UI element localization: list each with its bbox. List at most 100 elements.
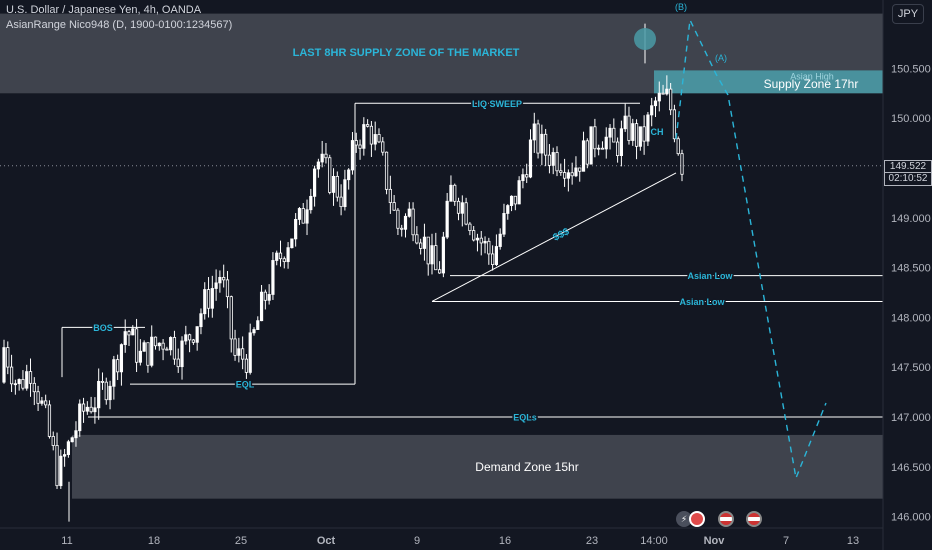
candle-body-125 xyxy=(475,237,480,241)
eql-label: EQL xyxy=(236,380,255,390)
x-tick-0: 11 xyxy=(61,535,72,547)
y-tick-4: 148.000 xyxy=(891,312,931,324)
candle-body-57 xyxy=(218,276,222,284)
candle-body-138 xyxy=(525,174,529,178)
candle-body-111 xyxy=(422,236,427,249)
x-tick-4: 9 xyxy=(414,535,420,547)
candle-body-179 xyxy=(680,153,684,175)
candle-body-76 xyxy=(290,238,294,249)
candle-body-32 xyxy=(123,331,127,346)
trend-line xyxy=(431,172,677,302)
us-flag-event-icon-2[interactable] xyxy=(746,511,762,527)
candle-body-50 xyxy=(191,339,195,343)
candle-body-6 xyxy=(25,371,29,389)
candle-body-178 xyxy=(676,138,680,155)
x-tick-8: Nov xyxy=(704,535,726,547)
candle-body-60 xyxy=(229,296,233,340)
candle-body-93 xyxy=(354,140,358,146)
candle-body-83 xyxy=(316,161,320,170)
candle-body-156 xyxy=(593,126,597,150)
candle-body-63 xyxy=(241,348,245,360)
candle-body-54 xyxy=(206,289,211,309)
candle-body-18 xyxy=(70,437,74,443)
candle-body-168 xyxy=(638,126,642,147)
candle-body-87 xyxy=(331,175,336,193)
candle-body-134 xyxy=(509,195,514,206)
candle-body-121 xyxy=(460,202,464,214)
candle-body-20 xyxy=(78,403,82,432)
currency-button[interactable]: JPY xyxy=(892,4,924,24)
candle-body-127 xyxy=(483,240,487,244)
candles-layer xyxy=(2,23,684,522)
candle-body-116 xyxy=(441,236,445,274)
candle-body-0 xyxy=(2,347,6,383)
supply-zone-17hr-label: Supply Zone 17hr xyxy=(764,77,859,91)
candle-body-81 xyxy=(309,195,313,211)
candle-body-9 xyxy=(36,391,40,404)
candle-body-69 xyxy=(263,291,267,301)
candle-body-42 xyxy=(161,342,165,350)
supply-zone-8hr-label: LAST 8HR SUPPLY ZONE OF THE MARKET xyxy=(293,47,520,59)
symbol-title[interactable]: U.S. Dollar / Japanese Yen, 4h, OANDA xyxy=(6,4,202,16)
ch-label: CH xyxy=(651,127,664,137)
candle-body-124 xyxy=(472,230,476,241)
candle-body-80 xyxy=(305,209,309,224)
candle-body-135 xyxy=(513,195,517,205)
candle-body-56 xyxy=(214,282,218,289)
indicator-title[interactable]: AsianRange Nico948 (D, 1900-0100:1234567… xyxy=(6,19,233,31)
candle-body-39 xyxy=(150,336,154,366)
candle-body-95 xyxy=(362,124,366,149)
candle-body-172 xyxy=(653,100,658,107)
candle-body-22 xyxy=(85,406,89,412)
candle-body-55 xyxy=(210,288,214,309)
candle-body-126 xyxy=(479,237,483,244)
candle-body-31 xyxy=(119,344,124,373)
sweep-circle-marker xyxy=(634,28,656,50)
candle-body-136 xyxy=(517,180,521,205)
candle-body-177 xyxy=(672,109,677,140)
candle-body-16 xyxy=(63,454,67,457)
candle-body-118 xyxy=(449,184,453,202)
candle-body-175 xyxy=(665,88,669,95)
candle-body-137 xyxy=(521,174,525,182)
candle-body-130 xyxy=(494,246,499,265)
candle-body-37 xyxy=(142,342,146,352)
candle-body-123 xyxy=(468,223,472,231)
candle-body-142 xyxy=(540,133,544,154)
candle-body-166 xyxy=(631,123,635,141)
x-tick-6: 23 xyxy=(586,535,598,547)
x-tick-2: 25 xyxy=(235,535,247,547)
candle-body-23 xyxy=(89,406,93,413)
countdown-label: 02:10:52 xyxy=(884,172,932,186)
asian-low-2-label: Asian Low xyxy=(679,297,725,307)
x-tick-9: 7 xyxy=(783,535,789,547)
x-tick-3: Oct xyxy=(317,535,336,547)
candle-body-28 xyxy=(108,385,112,401)
x-tick-10: 13 xyxy=(847,535,859,547)
y-tick-5: 148.500 xyxy=(891,263,931,275)
bos-label: BOS xyxy=(93,323,113,333)
candle-body-157 xyxy=(597,147,601,150)
candle-body-133 xyxy=(506,205,510,214)
candle-body-170 xyxy=(646,114,650,142)
candle-body-14 xyxy=(55,445,59,487)
us-flag-event-icon[interactable] xyxy=(718,511,734,527)
candle-body-92 xyxy=(350,140,355,171)
candle-body-140 xyxy=(532,123,536,141)
candle-body-106 xyxy=(403,215,408,230)
candle-body-10 xyxy=(40,400,44,404)
candle-body-164 xyxy=(623,115,627,130)
candle-body-15 xyxy=(59,455,63,487)
candle-body-62 xyxy=(237,348,241,356)
candle-body-75 xyxy=(286,247,290,263)
candle-body-102 xyxy=(388,188,392,203)
jp-flag-event-icon[interactable] xyxy=(689,511,705,527)
candle-body-8 xyxy=(32,382,36,393)
candle-body-167 xyxy=(634,123,639,147)
candle-body-25 xyxy=(97,380,101,409)
candle-body-113 xyxy=(430,245,434,265)
candle-body-47 xyxy=(180,340,184,368)
flash-event-icon[interactable]: ⚡ xyxy=(676,511,692,527)
